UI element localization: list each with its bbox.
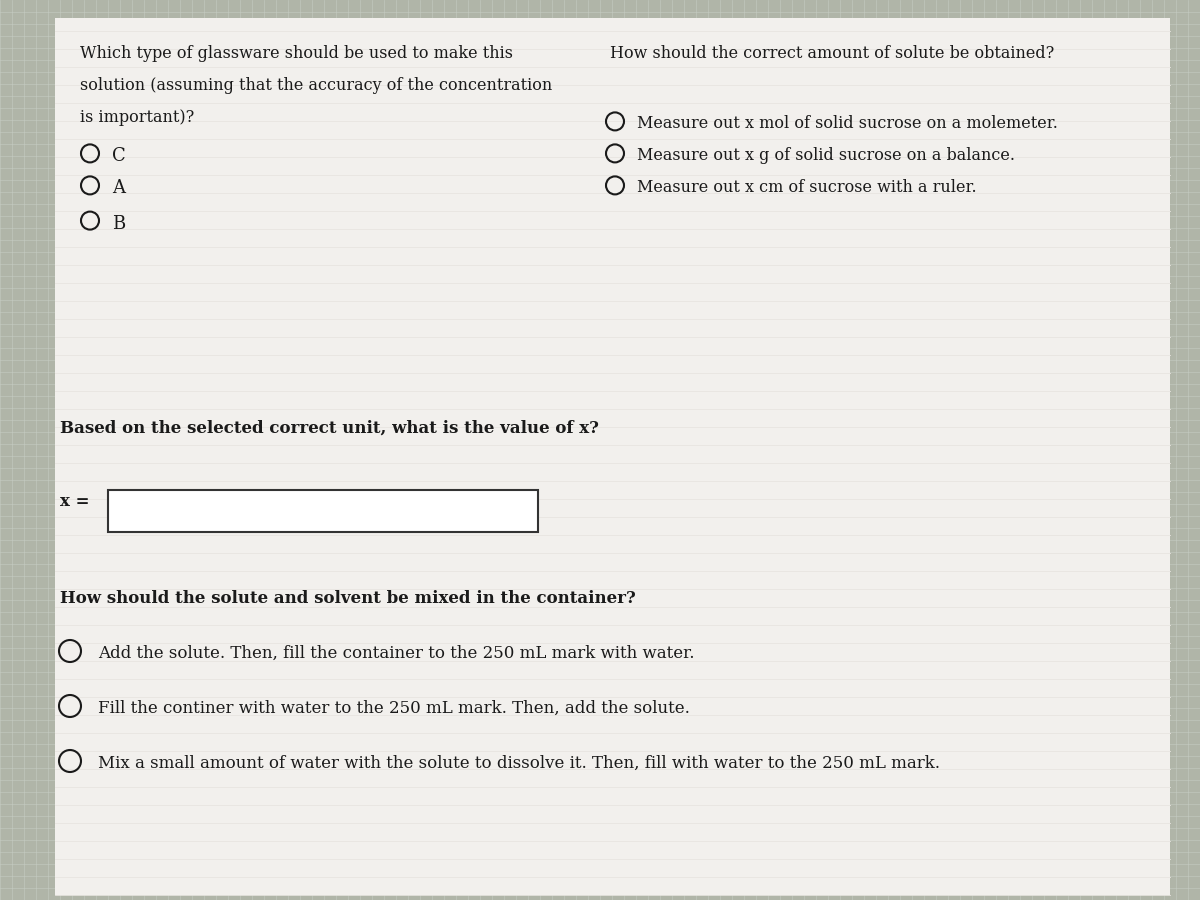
Bar [108,490,538,532]
Text: x =: x = [60,493,90,510]
Text: Based on the selected correct unit, what is the value of x?: Based on the selected correct unit, what… [60,420,599,437]
Text: Add the solute. Then, fill the container to the 250 mL mark with water.: Add the solute. Then, fill the container… [98,645,695,662]
Text: Measure out x cm of sucrose with a ruler.: Measure out x cm of sucrose with a ruler… [637,179,977,196]
Text: How should the solute and solvent be mixed in the container?: How should the solute and solvent be mix… [60,590,636,607]
Text: B: B [112,214,125,232]
Text: A: A [112,179,125,197]
Text: How should the correct amount of solute be obtained?: How should the correct amount of solute … [610,45,1055,62]
Text: solution (assuming that the accuracy of the concentration: solution (assuming that the accuracy of … [80,77,552,94]
Text: Measure out x g of solid sucrose on a balance.: Measure out x g of solid sucrose on a ba… [637,148,1015,165]
Text: Which type of glassware should be used to make this: Which type of glassware should be used t… [80,45,514,62]
Text: C: C [112,148,126,166]
Text: Measure out x mol of solid sucrose on a molemeter.: Measure out x mol of solid sucrose on a … [637,115,1058,132]
Text: Mix a small amount of water with the solute to dissolve it. Then, fill with wate: Mix a small amount of water with the sol… [98,755,940,772]
Text: Fill the continer with water to the 250 mL mark. Then, add the solute.: Fill the continer with water to the 250 … [98,700,690,717]
Text: is important)?: is important)? [80,109,194,126]
